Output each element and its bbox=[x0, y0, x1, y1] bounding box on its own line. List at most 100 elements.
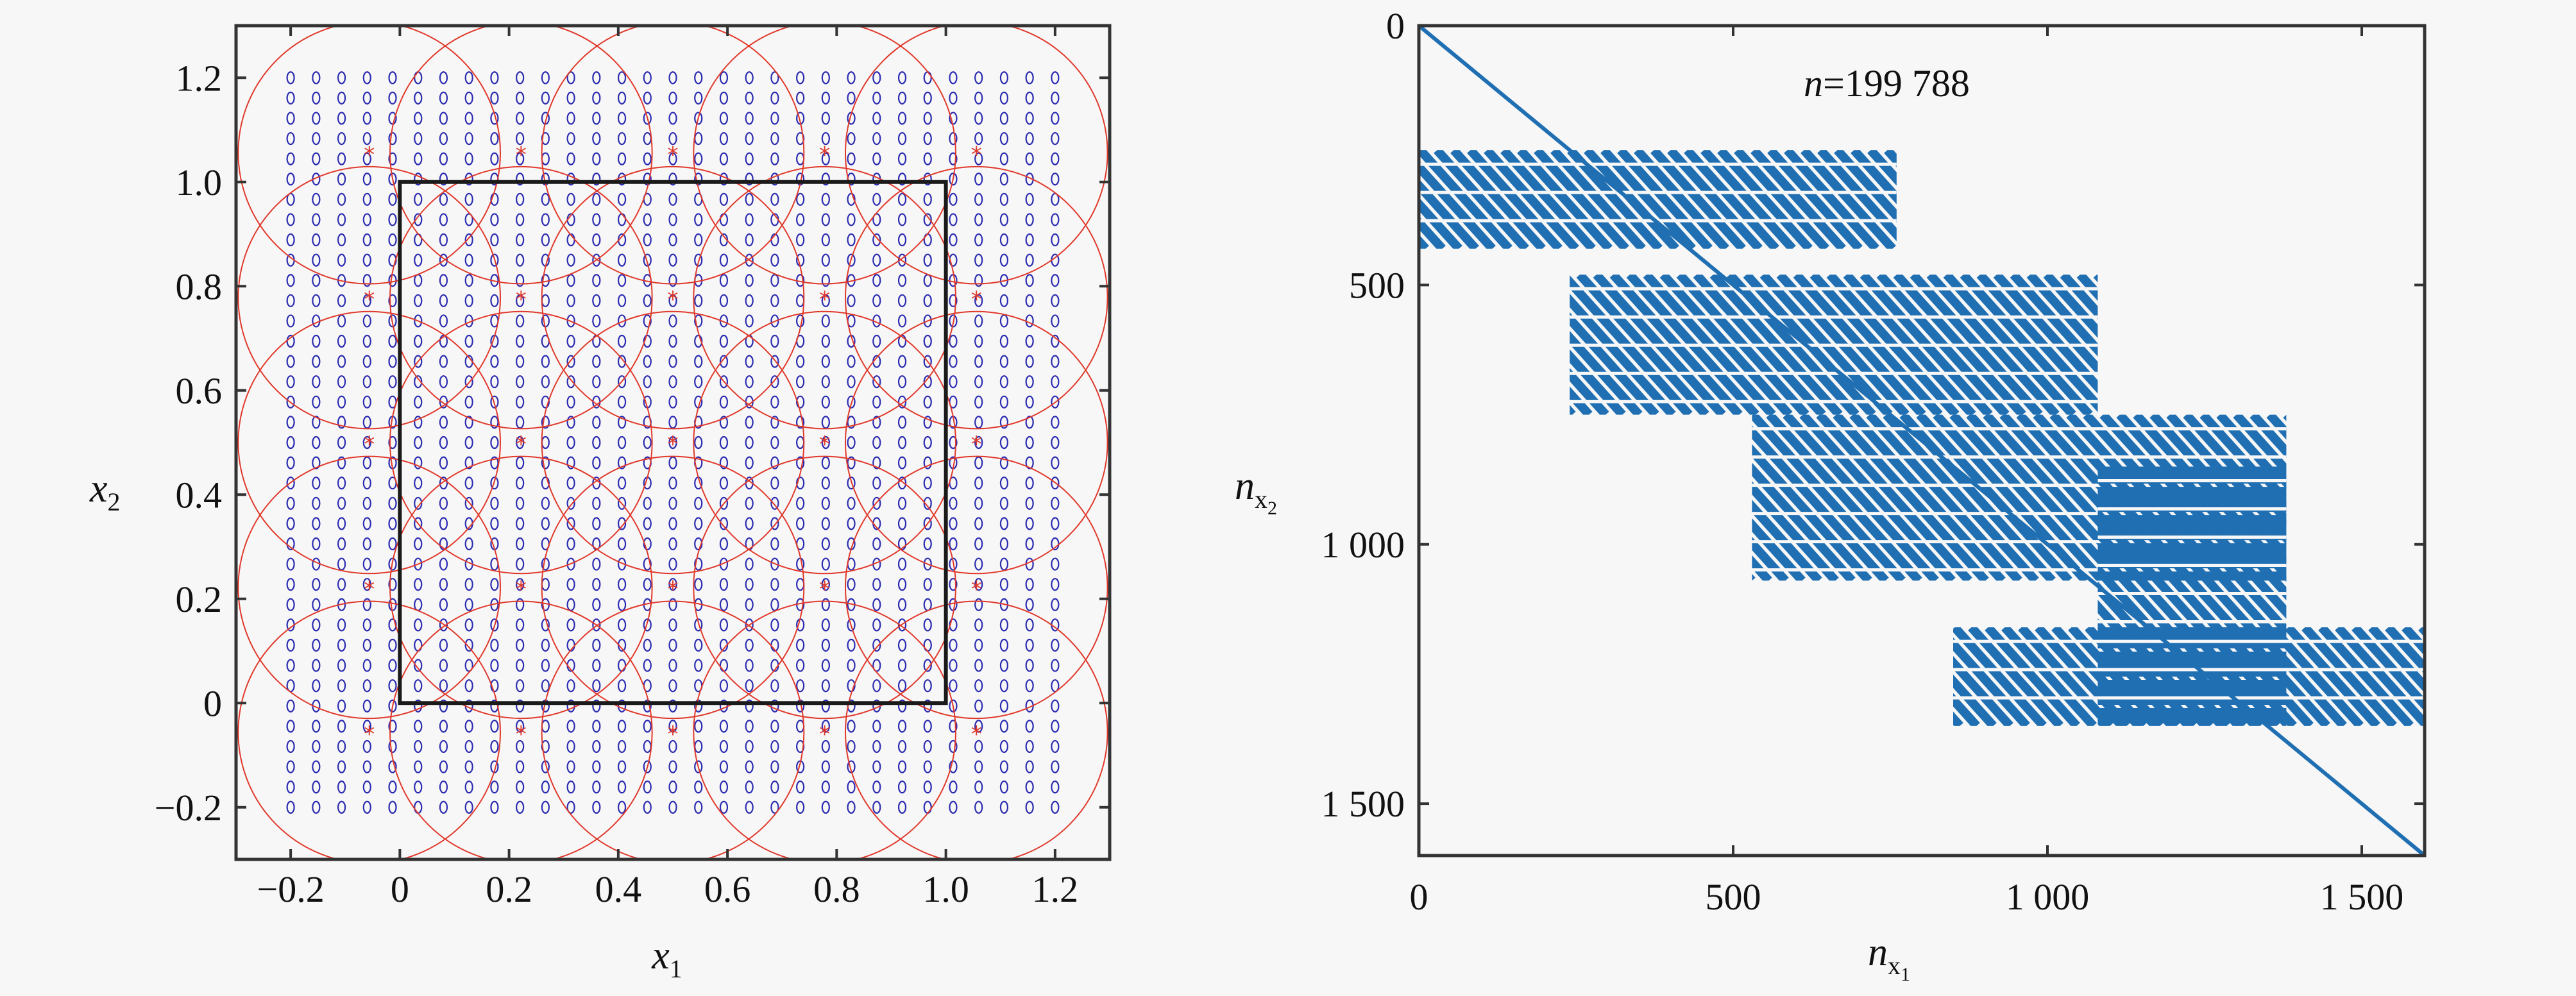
node-marker bbox=[464, 192, 473, 206]
node-marker bbox=[566, 334, 575, 348]
node-marker bbox=[337, 800, 346, 814]
node-marker bbox=[592, 618, 601, 632]
node-marker bbox=[414, 131, 423, 146]
node-marker bbox=[949, 699, 958, 713]
node-marker bbox=[286, 739, 295, 754]
node-marker bbox=[999, 192, 1009, 206]
y-tick-label: 1.2 bbox=[176, 57, 223, 99]
node-marker bbox=[516, 253, 525, 267]
node-marker bbox=[643, 578, 652, 591]
node-marker bbox=[923, 173, 932, 186]
nonzero-band bbox=[2218, 627, 2314, 726]
left-x-ticks: −0.2 0 0.2 0.4 0.6 0.8 1.0 1.2 bbox=[257, 26, 1078, 910]
node-marker bbox=[592, 253, 601, 267]
node-marker bbox=[847, 253, 856, 267]
node-marker bbox=[974, 152, 983, 165]
node-marker bbox=[796, 477, 805, 490]
node-marker bbox=[414, 537, 423, 551]
node-marker bbox=[337, 395, 346, 409]
nonzero-band bbox=[1617, 150, 1713, 249]
node-marker bbox=[439, 720, 448, 733]
node-marker bbox=[999, 131, 1009, 146]
node-marker bbox=[923, 355, 932, 368]
node-marker bbox=[694, 781, 703, 794]
node-marker bbox=[592, 720, 601, 733]
patch-center-marker: * bbox=[819, 142, 830, 167]
node-marker bbox=[872, 578, 881, 591]
node-marker bbox=[362, 760, 371, 773]
node-marker bbox=[949, 294, 958, 307]
node-marker bbox=[719, 112, 729, 125]
node-marker bbox=[1025, 496, 1034, 510]
node-marker bbox=[439, 173, 448, 186]
node-marker bbox=[770, 416, 779, 429]
x-tick-label: 1 500 bbox=[2320, 876, 2404, 918]
nonzero-band bbox=[1799, 414, 1956, 581]
node-marker bbox=[1025, 131, 1034, 146]
node-marker bbox=[974, 537, 983, 551]
node-marker bbox=[516, 395, 525, 409]
node-marker bbox=[337, 679, 346, 693]
node-marker bbox=[668, 760, 677, 773]
node-marker bbox=[312, 395, 321, 409]
node-marker bbox=[897, 557, 907, 571]
nonzero-band bbox=[2418, 627, 2425, 637]
nonzero-band bbox=[2185, 627, 2280, 726]
node-marker bbox=[464, 416, 473, 429]
node-marker bbox=[821, 720, 830, 733]
node-marker bbox=[439, 395, 448, 409]
nonzero-band bbox=[1866, 414, 2022, 581]
node-marker bbox=[388, 638, 397, 652]
node-marker bbox=[617, 739, 627, 754]
node-marker bbox=[821, 274, 830, 287]
node-marker bbox=[439, 800, 448, 814]
node-marker bbox=[566, 253, 575, 267]
node-marker bbox=[1025, 659, 1034, 672]
node-marker bbox=[1025, 477, 1034, 490]
node-marker bbox=[388, 314, 397, 328]
node-marker bbox=[872, 395, 881, 409]
node-marker bbox=[566, 537, 575, 551]
node-marker bbox=[872, 213, 881, 226]
node-marker bbox=[617, 598, 627, 611]
node-marker bbox=[312, 213, 321, 226]
node-marker bbox=[516, 152, 525, 165]
node-marker bbox=[974, 578, 983, 591]
node-marker bbox=[643, 800, 652, 814]
sparsity-block bbox=[1419, 150, 1897, 249]
node-marker bbox=[923, 294, 932, 307]
node-marker bbox=[541, 233, 550, 247]
node-marker bbox=[286, 355, 295, 368]
node-marker bbox=[464, 233, 473, 247]
node-marker bbox=[592, 314, 601, 328]
node-marker bbox=[847, 416, 856, 429]
node-marker bbox=[388, 233, 397, 247]
node-marker bbox=[337, 456, 346, 469]
y-tick-label: −0.2 bbox=[155, 787, 222, 829]
patch-circle bbox=[845, 26, 1108, 285]
node-marker bbox=[719, 537, 729, 551]
node-marker bbox=[312, 131, 321, 146]
node-marker bbox=[388, 435, 397, 450]
node-marker bbox=[362, 557, 371, 571]
x-tick-label: 0.4 bbox=[595, 868, 642, 910]
node-marker bbox=[516, 112, 525, 125]
nonzero-band bbox=[1817, 150, 1897, 242]
node-marker bbox=[694, 720, 703, 733]
node-marker bbox=[847, 355, 856, 368]
node-marker bbox=[592, 416, 601, 429]
node-marker bbox=[617, 112, 627, 125]
node-marker bbox=[668, 435, 677, 450]
patch-circle bbox=[237, 455, 502, 720]
node-marker bbox=[974, 557, 983, 571]
nonzero-band bbox=[2422, 466, 2576, 725]
left-x-axis-label: x1 bbox=[651, 934, 682, 983]
node-marker bbox=[668, 253, 677, 267]
node-marker bbox=[566, 679, 575, 693]
node-marker bbox=[821, 557, 830, 571]
nonzero-band bbox=[1600, 150, 1696, 249]
left-plot: * * * * * * * * * * * * * * * * * * * * * * * * * −0.2 0 0.2 0.4 0.6… bbox=[89, 24, 1112, 983]
node-marker bbox=[439, 435, 448, 450]
node-marker bbox=[1025, 537, 1034, 551]
nonzero-band bbox=[1816, 414, 1972, 581]
